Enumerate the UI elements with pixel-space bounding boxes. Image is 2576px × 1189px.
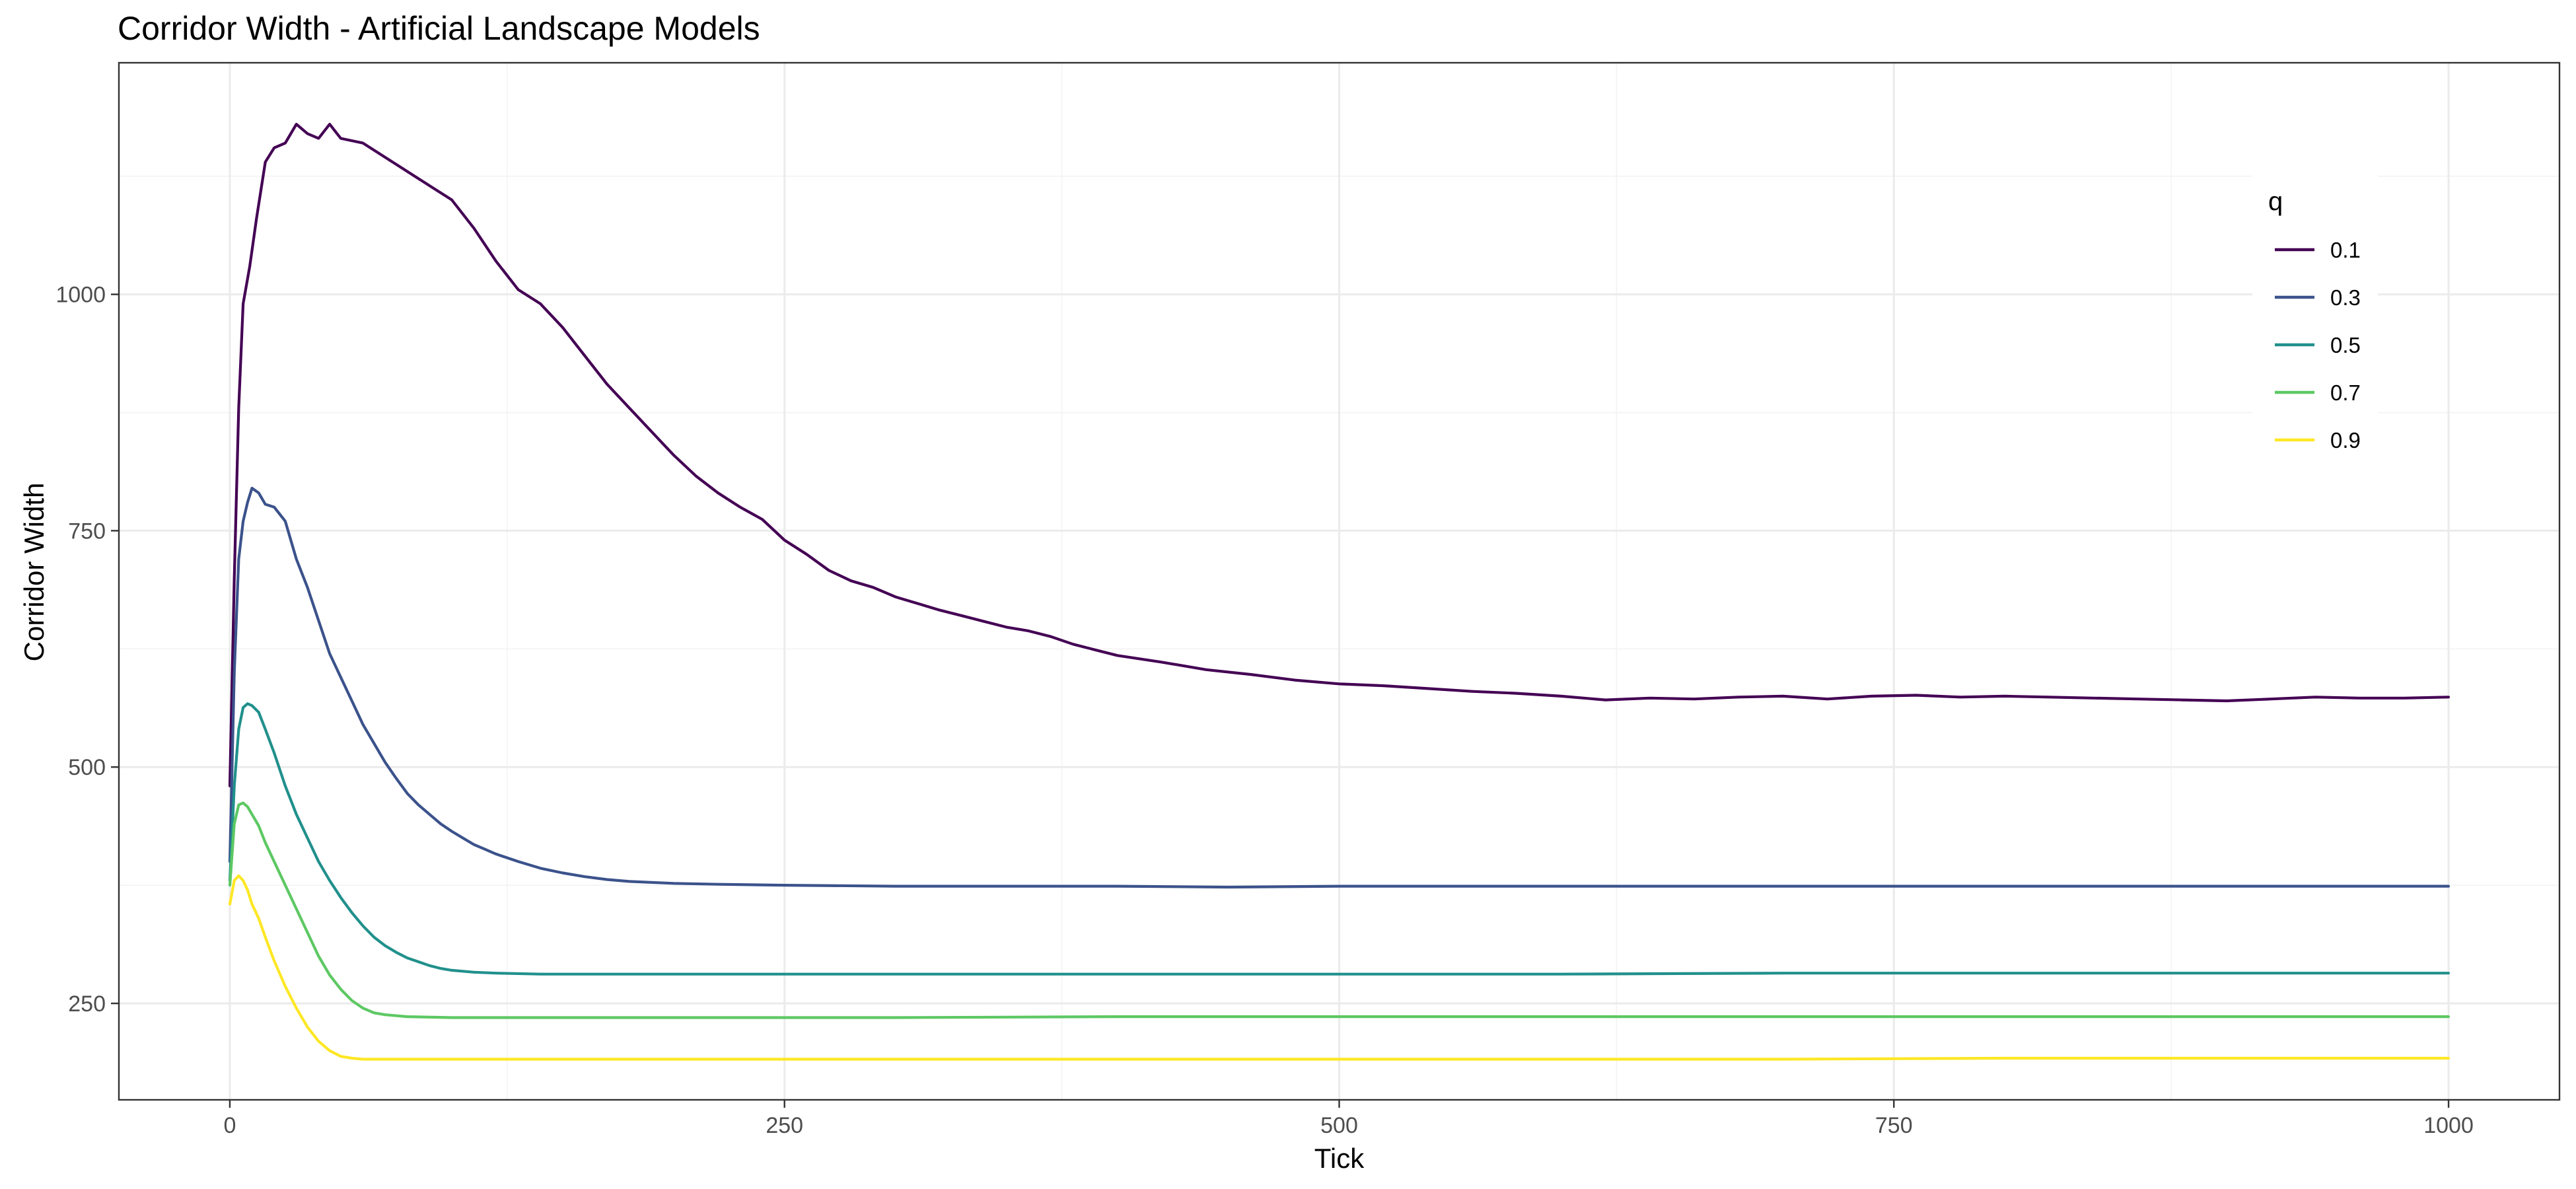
chart-title: Corridor Width - Artificial Landscape Mo… [118, 10, 760, 47]
legend-label-q-0.5: 0.5 [2330, 333, 2361, 357]
x-tick-label: 750 [1875, 1113, 1913, 1138]
legend-title: q [2268, 187, 2283, 216]
legend-label-q-0.7: 0.7 [2330, 380, 2361, 405]
x-tick-label: 500 [1320, 1113, 1358, 1138]
x-tick-label: 0 [223, 1113, 236, 1138]
y-tick-label: 750 [68, 519, 106, 544]
series-line-q-0.1 [228, 122, 2451, 787]
y-tick-label: 1000 [55, 283, 106, 308]
series-line-q-0.5 [228, 702, 2451, 976]
legend-background [2252, 173, 2378, 464]
legend-items: 0.1 0.3 0.5 0.7 0.9 [2275, 238, 2361, 452]
x-tick-label: 250 [766, 1113, 803, 1138]
legend-label-q-0.9: 0.9 [2330, 428, 2361, 452]
legend-label-q-0.1: 0.1 [2330, 238, 2361, 262]
legend: q 0.1 0.3 0.5 0.7 0.9 [2252, 173, 2378, 464]
legend-label-q-0.3: 0.3 [2330, 285, 2361, 310]
y-tick-label: 500 [68, 755, 106, 780]
y-tick-label: 250 [68, 991, 106, 1017]
series-line-q-0.3 [228, 486, 2451, 889]
y-axis-title: Corridor Width [18, 483, 50, 662]
y-axis: 250 500 750 1000 [55, 283, 119, 1017]
grid [119, 63, 2559, 1100]
series-line-q-0.9 [228, 874, 2451, 1061]
series-lines [228, 122, 2451, 1061]
x-tick-label: 1000 [2423, 1113, 2474, 1138]
series-line-q-0.7 [228, 801, 2451, 1019]
x-axis: 0 250 500 750 1000 [223, 1100, 2474, 1138]
x-axis-title: Tick [1314, 1143, 1365, 1174]
